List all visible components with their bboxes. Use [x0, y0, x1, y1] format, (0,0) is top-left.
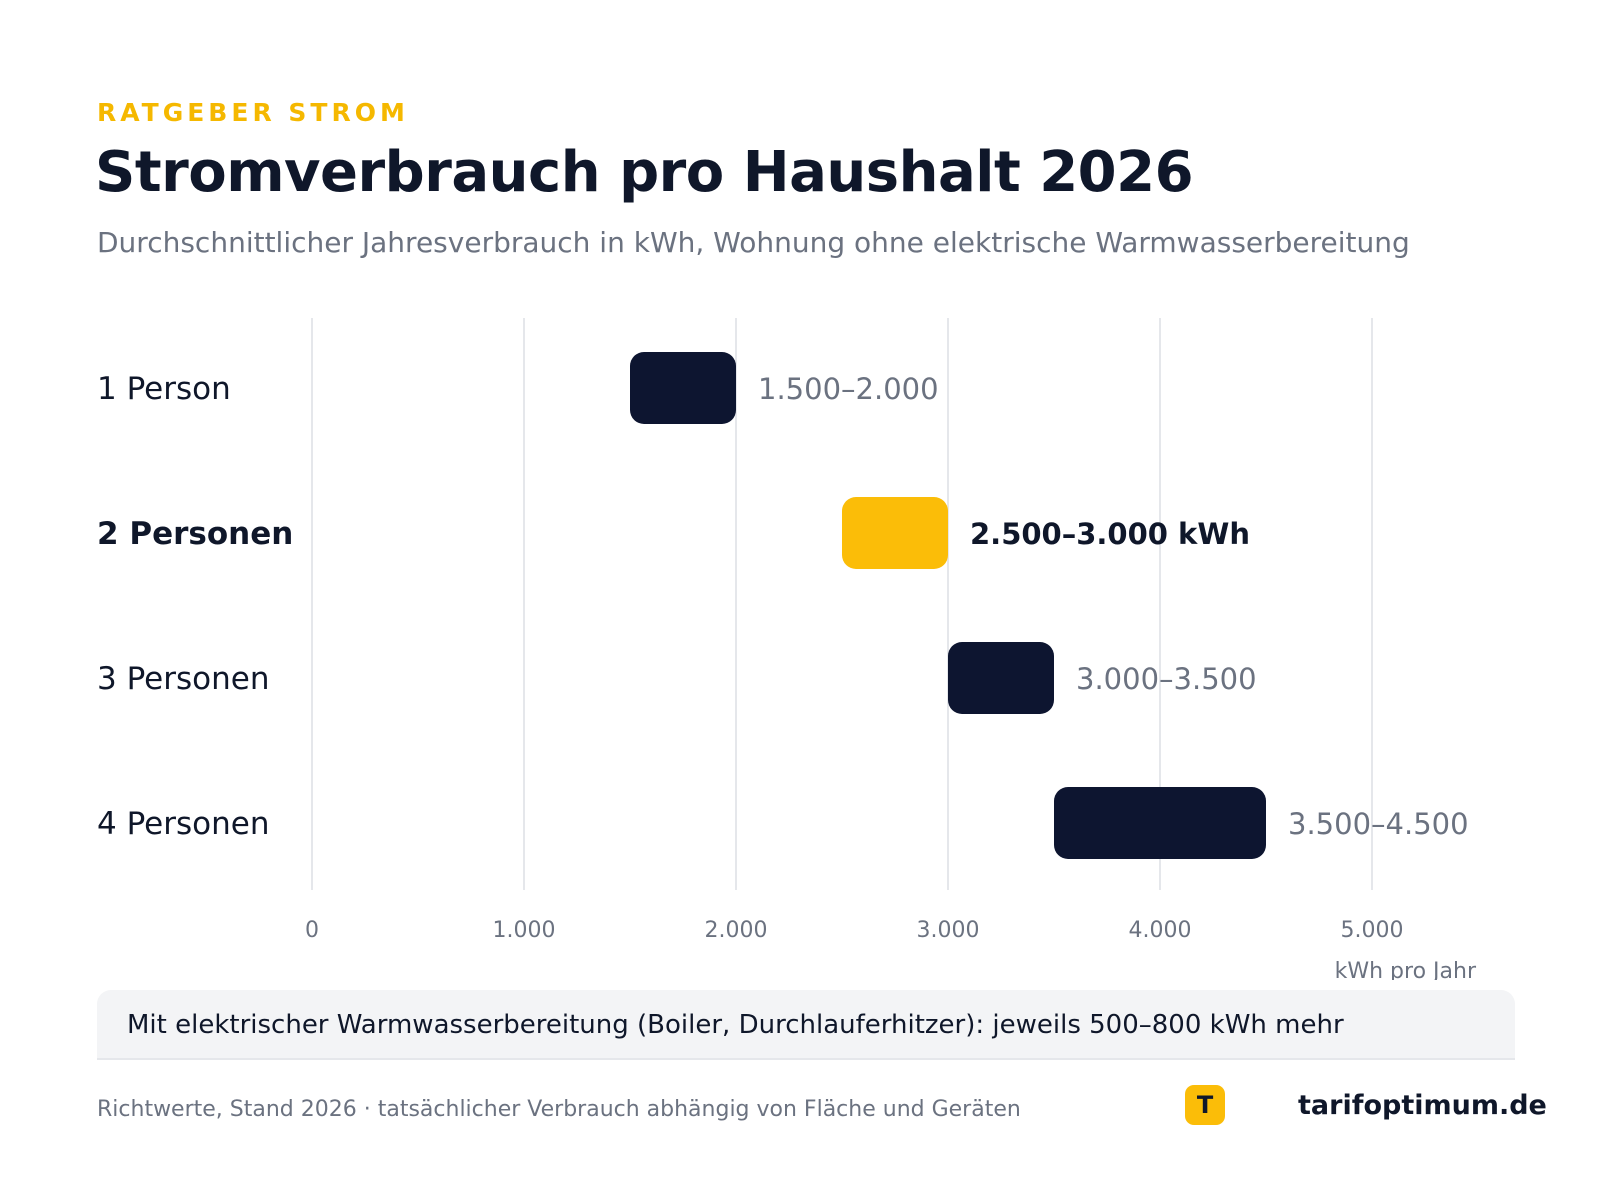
chart-title: Stromverbrauch pro Haushalt 2026	[95, 140, 1194, 205]
value-label: 1.500–2.000	[758, 372, 939, 406]
brand-name[interactable]: tarifoptimum.de	[1298, 1090, 1547, 1121]
range-bar	[948, 642, 1054, 714]
category-label: 3 Personen	[97, 661, 269, 697]
range-bar	[630, 352, 736, 424]
category-label: 4 Personen	[97, 806, 269, 842]
x-tick-label: 1.000	[493, 918, 556, 943]
value-label: 3.000–3.500	[1076, 662, 1257, 696]
category-label: 1 Person	[97, 371, 231, 407]
x-axis-label: kWh pro Jahr	[1335, 959, 1477, 980]
value-label: 2.500–3.000 kWh	[970, 517, 1250, 551]
brand-logo-icon: T	[1185, 1085, 1225, 1125]
category-label: 2 Personen	[97, 516, 293, 552]
footer-source: Richtwerte, Stand 2026 · tatsächlicher V…	[97, 1097, 1021, 1122]
x-tick-label: 5.000	[1341, 918, 1404, 943]
chart-subtitle: Durchschnittlicher Jahresverbrauch in kW…	[97, 226, 1410, 259]
value-label: 3.500–4.500	[1288, 807, 1469, 841]
x-tick-label: 2.000	[705, 918, 768, 943]
range-bar	[842, 497, 948, 569]
kicker: RATGEBER STROM	[97, 98, 409, 127]
range-bar	[1054, 787, 1266, 859]
range-bar-chart: 1 Person 1.500–2.000 2 Personen 2.500–3.000…	[97, 318, 1477, 980]
x-tick-label: 3.000	[917, 918, 980, 943]
x-tick-label: 0	[305, 918, 319, 943]
x-tick-label: 4.000	[1129, 918, 1192, 943]
note-text: Mit elektrischer Warmwasserbereitung (Bo…	[127, 1010, 1344, 1040]
note-box: Mit elektrischer Warmwasserbereitung (Bo…	[97, 990, 1515, 1060]
